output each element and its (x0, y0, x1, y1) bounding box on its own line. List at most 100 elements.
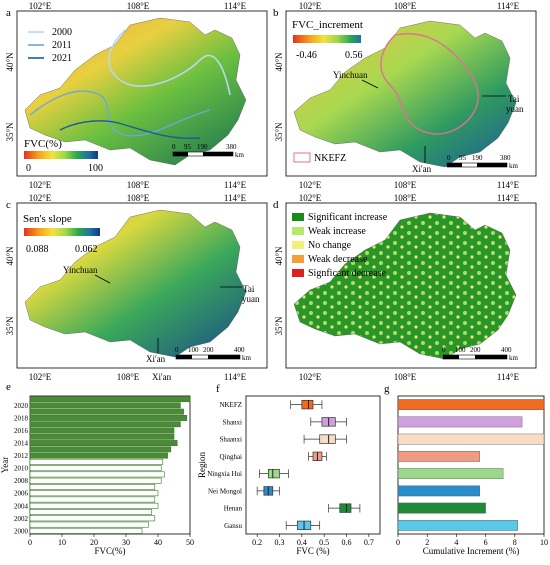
bar-2020 (29, 402, 181, 409)
x-tick-label: 0.5 (319, 538, 329, 547)
map-panel-d: d 102°E 108°E 114°E 102°E 108°E 114°E 40… (273, 193, 537, 382)
bar-Shaanxi (397, 433, 545, 445)
city-label: Xi'an (146, 354, 166, 364)
x-tick-label: 0.3 (275, 538, 285, 547)
lon-tick: 102°E (299, 1, 322, 11)
map-panel-c: c 102°E 108°E 114°E 102°E 108°E Xi'an 11… (5, 193, 268, 382)
lon-tick: 108°E (117, 372, 140, 382)
loess-plateau-region (293, 212, 517, 360)
chart-e: e200020022004200620082010201220142016201… (0, 381, 194, 556)
bar-Gansu (397, 520, 518, 531)
x-axis-label: Cumulative Increment (%) (423, 546, 519, 556)
lon-tick: 108°E (127, 1, 150, 11)
svg-text:100: 100 (188, 346, 199, 354)
bar-2017 (29, 421, 181, 428)
box-Ningxia Hui (267, 468, 280, 479)
bar-2018 (29, 415, 188, 421)
lon-tick: 114°E (224, 180, 247, 190)
y-tick-label: 2002 (14, 515, 29, 523)
bar-2009 (29, 471, 165, 478)
y-tick-label: NKEFZ (219, 401, 242, 409)
y-tick-label: Shaanxi (219, 436, 242, 444)
y-tick-label: Ningxia Hui (207, 470, 242, 478)
scale-bar: 0 95 190 380 km (446, 154, 519, 170)
scale-bar: 0 100 200 400 km (175, 346, 252, 362)
city-label: yuan (242, 294, 260, 304)
bar-2000 (29, 527, 143, 534)
lon-tick: 108°E (127, 180, 150, 190)
loess-plateau-region (24, 209, 247, 358)
svg-text:95: 95 (184, 143, 192, 151)
lat-tick: 40°N (5, 246, 15, 266)
panel-letter: d (273, 199, 279, 211)
bar-2006 (29, 490, 159, 497)
svg-text:190: 190 (197, 143, 208, 151)
svg-text:0: 0 (175, 346, 179, 354)
city-label: Yinchuan (63, 265, 98, 275)
bar-2002 (29, 515, 156, 522)
svg-text:380: 380 (500, 154, 511, 162)
lon-tick: 108°E (394, 180, 417, 190)
lon-tick: 114°E (497, 372, 520, 382)
legend-label: Signficant decrease (308, 268, 387, 279)
legend-swatch (292, 269, 304, 277)
legend-label: Significant increase (308, 212, 388, 223)
y-axis-label: Year (0, 457, 10, 474)
x-tick-label: 0.4 (297, 538, 307, 547)
y-tick-label: Qinghai (219, 453, 242, 461)
y-tick-label: 2000 (14, 527, 29, 535)
x-tick-label: 40 (154, 538, 162, 547)
lon-tick: 102°E (29, 1, 52, 11)
lon-tick: 108°E (127, 193, 150, 203)
y-tick-label: 2010 (14, 465, 29, 473)
y-tick-label: 2020 (14, 402, 29, 410)
river-2011 (29, 90, 211, 137)
svg-text:200: 200 (203, 346, 214, 354)
colorbar-title: FVC(%) (24, 138, 62, 150)
y-tick-label: 2014 (14, 440, 29, 448)
svg-text:400: 400 (234, 346, 245, 354)
svg-text:km: km (235, 151, 245, 159)
x-tick-label: 20 (90, 538, 98, 547)
lon-tick: 114°E (224, 1, 247, 11)
city-label: Xi'an (152, 372, 172, 382)
colorbar-title: FVC_increment (292, 19, 363, 31)
colorbar (24, 151, 98, 159)
colorbar-max: 0.062 (75, 244, 98, 255)
legend-swatch (292, 213, 304, 221)
panel-letter: c (6, 199, 11, 211)
map-panel-b: b 102°E 108°E 114°E 102°E 108°E 114°E 40… (273, 1, 537, 190)
bar-2019 (29, 408, 184, 415)
arrow (361, 79, 379, 89)
lat-tick: 35°N (274, 122, 284, 142)
colorbar-min: 0 (26, 163, 31, 174)
box-Shaanxi (319, 434, 336, 444)
x-tick-label: 2 (425, 538, 429, 547)
x-tick-label: 0 (396, 538, 400, 547)
panel-letter: g (384, 383, 390, 395)
legend-swatch (292, 255, 304, 263)
city-label: Tai (508, 94, 520, 104)
panel-letter: b (273, 7, 279, 19)
x-tick-label: 10 (58, 538, 66, 547)
bar-2004 (29, 502, 159, 509)
bar-Shanxi (397, 416, 523, 428)
lat-tick: 40°N (274, 246, 284, 266)
map-frame (16, 10, 268, 177)
x-tick-label: 0.6 (342, 538, 352, 547)
legend-label: 2011 (52, 40, 72, 51)
svg-text:km: km (509, 354, 519, 362)
legend-swatch (292, 227, 304, 235)
box-Henan (339, 503, 352, 513)
lon-tick: 102°E (299, 180, 322, 190)
x-tick-label: 0 (28, 538, 32, 547)
bar-2010 (29, 465, 162, 472)
chart-f: f NKEFZ Shanxi Shaanxi Qinghai Ningxia Hui Nei… (197, 383, 381, 556)
y-tick-label: 2008 (14, 477, 29, 485)
city-label: Yinchuan (333, 70, 368, 80)
bar-2014 (29, 440, 178, 446)
x-tick-label: 0.2 (252, 538, 262, 547)
lon-tick: 114°E (497, 180, 520, 190)
map-frame (285, 202, 537, 369)
